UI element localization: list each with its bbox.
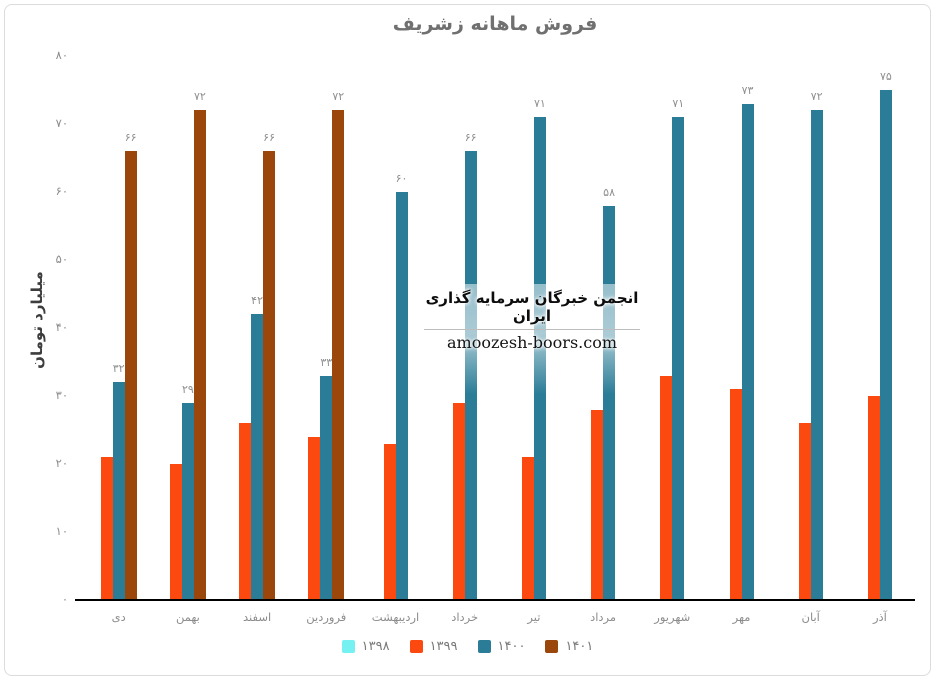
bar-y1399-m10 xyxy=(729,389,742,600)
watermark-divider xyxy=(424,329,640,330)
bar-y1400-m3 xyxy=(251,314,264,600)
bar-value-label-y1400-m1: ۳۲ xyxy=(112,362,125,376)
chart-legend: ۱۳۹۸ ۱۳۹۹ ۱۴۰۰ ۱۴۰۱ xyxy=(0,639,935,654)
y-tick-80: ۸۰ xyxy=(55,48,68,62)
x-label-month-6: خرداد xyxy=(451,610,479,624)
legend-label-y1399: ۱۳۹۹ xyxy=(429,639,458,654)
bar-y1401-m4 xyxy=(332,110,345,600)
x-label-month-7: تیر xyxy=(527,610,541,624)
bar-value-label-y1400-m12: ۷۵ xyxy=(879,70,892,83)
legend-label-y1400: ۱۴۰۰ xyxy=(497,639,526,654)
y-tick-30: ۳۰ xyxy=(55,388,68,402)
x-label-month-3: اسفند xyxy=(243,610,272,624)
y-tick-40: ۴۰ xyxy=(55,320,68,334)
legend-label-y1398: ۱۳۹۸ xyxy=(361,639,390,654)
legend-label-y1401: ۱۴۰۱ xyxy=(565,639,594,654)
bar-value-label-y1401-m2: ۷۲ xyxy=(193,90,206,104)
x-label-month-4: فروردین xyxy=(306,610,347,624)
bar-y1401-m1 xyxy=(124,151,137,600)
y-tick-0: ۰ xyxy=(61,592,68,606)
bar-y1400-m10 xyxy=(741,103,754,600)
bar-y1399-m8 xyxy=(591,409,604,600)
bar-y1400-m2 xyxy=(181,402,194,600)
x-label-month-11: آبان xyxy=(801,610,820,624)
watermark-site-url: amoozesh-boors.com xyxy=(446,333,617,352)
bar-value-label-y1400-m4: ۳۳ xyxy=(320,355,333,369)
y-tick-20: ۲۰ xyxy=(55,456,68,470)
x-label-month-2: بهمن xyxy=(175,610,200,624)
legend-item-y1399: ۱۳۹۹ xyxy=(409,639,458,654)
bar-value-label-y1401-m1: ۶۶ xyxy=(124,131,137,145)
watermark-persian-text: انجمن خبرگان سرمایه گذاری ایران xyxy=(425,289,639,325)
bar-y1400-m11 xyxy=(810,110,823,600)
x-label-month-1: دی xyxy=(111,610,126,624)
legend-swatch-y1400 xyxy=(477,640,491,653)
bar-value-label-y1400-m11: ۷۲ xyxy=(810,90,823,104)
bar-value-label-y1400-m8: ۵۸ xyxy=(603,185,615,199)
y-tick-50: ۵۰ xyxy=(55,252,68,266)
bar-value-label-y1401-m4: ۷۲ xyxy=(332,90,345,104)
bar-y1400-m4 xyxy=(320,375,333,600)
bar-value-label-y1400-m3: ۴۲ xyxy=(251,294,263,308)
bar-value-label-y1400-m5: ۶۰ xyxy=(395,172,408,185)
bar-y1399-m1 xyxy=(100,457,113,600)
legend-item-y1401: ۱۴۰۱ xyxy=(545,639,593,654)
bar-y1399-m12 xyxy=(867,396,880,600)
bar-value-label-y1400-m7: ۷۱ xyxy=(533,97,546,111)
bar-y1400-m8 xyxy=(603,205,616,600)
y-tick-70: ۷۰ xyxy=(55,116,68,130)
bar-value-label-y1400-m10: ۷۳ xyxy=(741,83,754,97)
bar-value-label-y1401-m3: ۶۶ xyxy=(263,131,275,145)
bar-y1400-m5 xyxy=(395,192,408,600)
chart-title: فروش ماهانه زشریف xyxy=(392,13,598,35)
bar-value-label-y1400-m6: ۶۶ xyxy=(464,131,477,145)
y-tick-60: ۶۰ xyxy=(55,184,68,198)
x-label-month-5: اردیبهشت xyxy=(371,610,420,624)
bar-y1400-m12 xyxy=(879,90,892,600)
bar-y1401-m3 xyxy=(263,151,276,600)
y-tick-10: ۱۰ xyxy=(55,524,68,538)
legend-swatch-y1399 xyxy=(409,640,423,653)
legend-item-y1398: ۱۳۹۸ xyxy=(341,639,390,654)
watermark: انجمن خبرگان سرمایه گذاری ایران amoozesh… xyxy=(420,284,644,394)
bar-y1399-m3 xyxy=(239,423,252,600)
legend-item-y1400: ۱۴۰۰ xyxy=(477,639,526,654)
bar-value-label-y1400-m2: ۲۹ xyxy=(181,382,194,396)
bar-y1401-m2 xyxy=(193,110,206,600)
x-label-month-10: مهر xyxy=(732,610,751,624)
bar-y1399-m6 xyxy=(452,402,465,600)
x-label-month-12: آذر xyxy=(872,610,887,624)
legend-swatch-y1398 xyxy=(341,640,355,653)
bar-y1400-m9 xyxy=(672,117,685,600)
bar-y1399-m5 xyxy=(383,443,396,600)
bar-y1399-m4 xyxy=(308,436,321,600)
bar-y1399-m11 xyxy=(798,423,811,600)
bar-y1399-m9 xyxy=(660,375,673,600)
x-label-month-9: شهریور xyxy=(654,610,691,624)
bar-y1399-m7 xyxy=(521,457,534,600)
bar-y1399-m2 xyxy=(169,464,182,600)
x-label-month-8: مرداد xyxy=(590,610,617,624)
bar-value-label-y1400-m9: ۷۱ xyxy=(672,97,685,111)
legend-swatch-y1401 xyxy=(545,640,559,653)
bar-y1400-m1 xyxy=(112,382,125,600)
x-axis-line xyxy=(75,599,915,601)
